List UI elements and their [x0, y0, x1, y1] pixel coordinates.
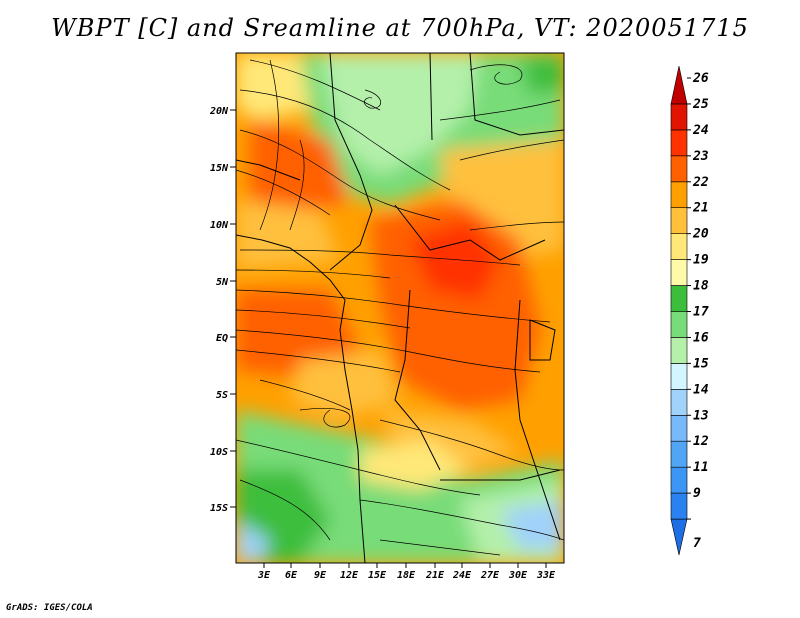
colorbar-label: 22: [692, 175, 709, 190]
grads-credit: GrADS: IGES/COLA: [6, 603, 93, 613]
lat-label: EQ: [216, 333, 228, 344]
colorbar-label: 14: [693, 382, 709, 397]
lon-label: 6E: [285, 570, 298, 581]
colorbar-label: 20: [692, 227, 709, 242]
colorbar-label: 21: [692, 201, 709, 216]
coastlines: [236, 53, 564, 563]
lat-label: 15S: [210, 503, 228, 514]
colorbar-label: 18: [693, 279, 709, 294]
colorbar-label: 13: [693, 408, 709, 423]
lat-label: 10N: [210, 220, 229, 231]
lon-label: 27E: [480, 570, 500, 581]
colorbar-label: 9: [693, 486, 701, 501]
lon-label: 21E: [425, 570, 445, 581]
lon-label: 15E: [368, 570, 387, 581]
colorbar-segment: [670, 440, 688, 468]
lon-label: 30E: [508, 570, 528, 581]
colorbar-segment: [670, 414, 688, 442]
colorbar-segment: [670, 311, 688, 338]
colorbar-label: 26: [692, 71, 709, 86]
lat-label: 5N: [216, 277, 229, 288]
lat-label: 20N: [209, 106, 229, 117]
colorbar-segment: [670, 466, 688, 494]
colorbar-label: 19: [693, 253, 709, 268]
colorbar-label: 15: [693, 356, 709, 371]
lat-label: 10S: [210, 447, 228, 458]
colorbar-segment: [670, 285, 688, 312]
colorbar-segment: [670, 207, 688, 234]
colorbar-label: 12: [693, 434, 709, 449]
lat-label: 5S: [216, 390, 228, 401]
colorbar-segment: [670, 492, 688, 520]
colorbar-label: 25: [692, 97, 709, 112]
colorbar-label: 24: [692, 123, 709, 138]
lon-label: 12E: [340, 570, 359, 581]
colorbar-label: 7: [693, 536, 701, 551]
lon-label: 33E: [536, 570, 556, 581]
colorbar-segment: [670, 337, 688, 364]
lon-label: 3E: [257, 570, 271, 581]
colorbar-label: 23: [692, 149, 709, 164]
colorbar-segment: [670, 389, 688, 416]
colorbar-segment: [670, 65, 688, 105]
colorbar-segment: [670, 129, 688, 157]
colorbar-segment: [670, 518, 688, 556]
map-frame: [235, 52, 565, 564]
streamlines: [236, 59, 564, 556]
colorbar-segment: [670, 233, 688, 260]
colorbar-segment: [670, 155, 688, 183]
lon-label: 9E: [314, 570, 327, 581]
colorbar-segment: [670, 181, 688, 209]
colorbar-segment: [670, 259, 688, 286]
chart-title: WBPT [C] and Sreamline at 700hPa, VT: 20…: [51, 14, 749, 42]
lat-label: 15N: [210, 163, 229, 174]
lon-label: 24E: [452, 570, 472, 581]
wbpt-shading: [236, 53, 564, 563]
colorbar-label: 16: [693, 330, 709, 345]
longitude-axis: 3E 6E 9E 12E 15E 18E 21E 24E 27E 30E 33E: [257, 563, 556, 581]
lon-label: 18E: [397, 570, 416, 581]
colorbar-label: 17: [693, 305, 709, 320]
colorbar: 7 9 11 12 13 14 15 16 17 18 19 20 21 22 23 24 25 26: [670, 65, 709, 556]
colorbar-segment: [670, 103, 688, 131]
colorbar-segment: [670, 363, 688, 390]
latitude-axis: 20N 15N 10N 5N EQ 5S 10S 15S: [209, 106, 236, 514]
colorbar-label: 11: [693, 460, 709, 475]
